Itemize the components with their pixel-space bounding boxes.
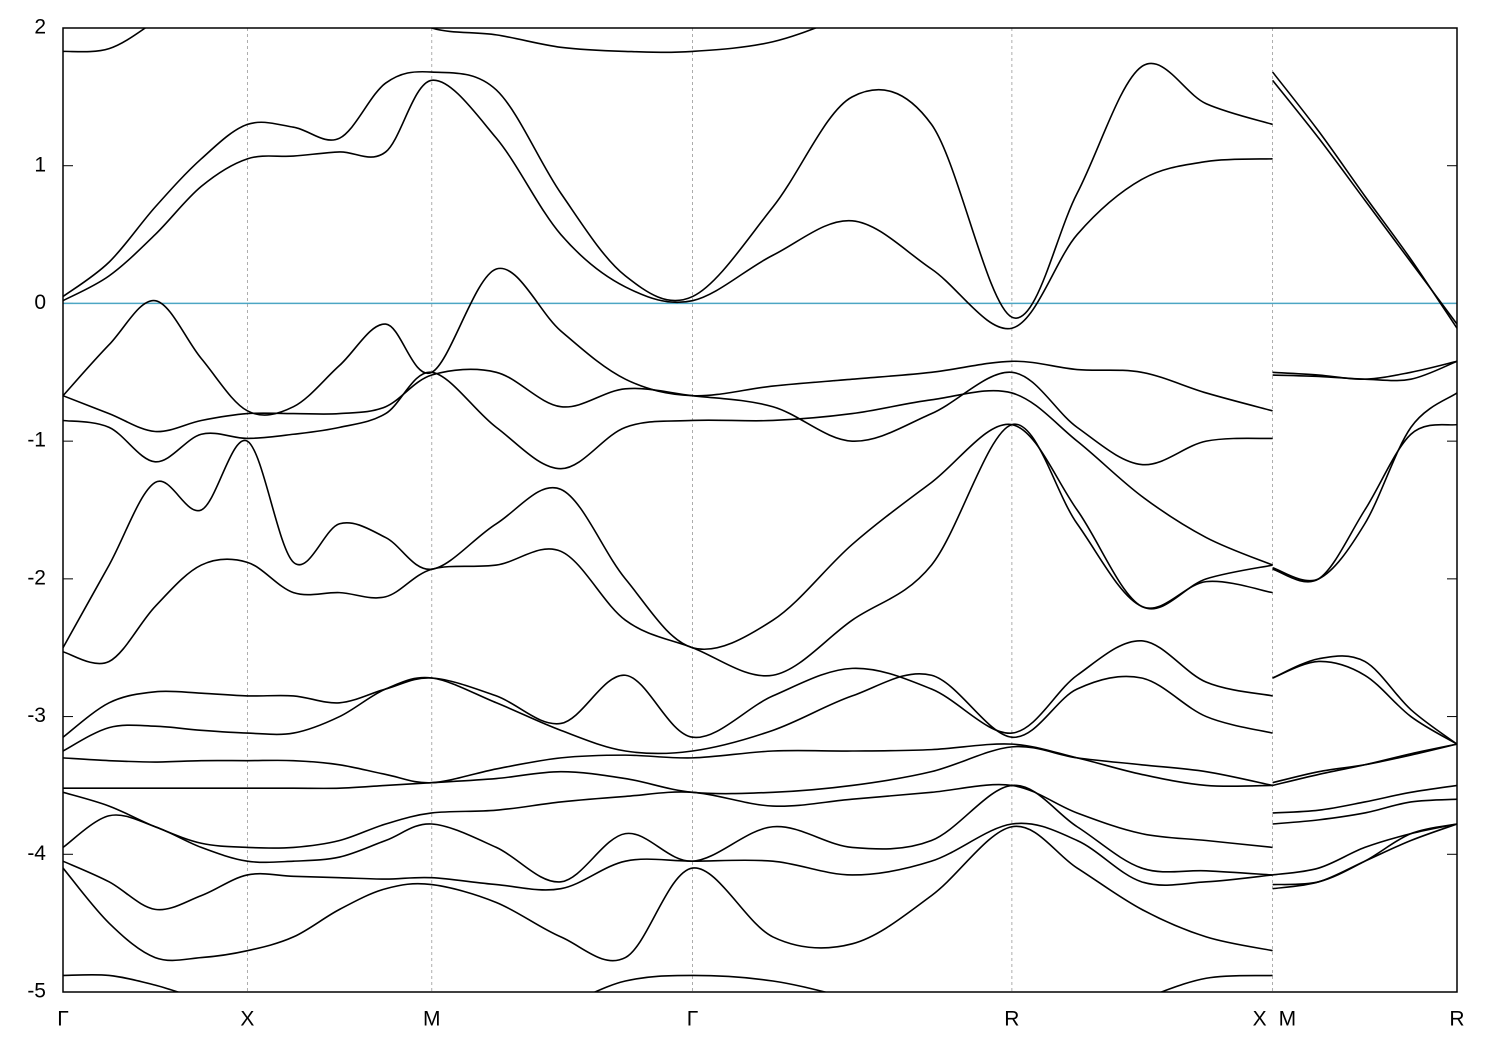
y-tick-label: -5 bbox=[27, 980, 46, 1003]
band-line bbox=[63, 79, 1273, 330]
x-tick-label: M bbox=[1279, 1008, 1297, 1031]
band-line bbox=[63, 745, 1273, 795]
band-line bbox=[1272, 823, 1457, 876]
band-line bbox=[63, 743, 1273, 788]
band-line bbox=[63, 784, 1273, 883]
x-tick-label: R bbox=[1449, 1008, 1464, 1031]
band-line bbox=[63, 368, 1273, 466]
band-line bbox=[1272, 660, 1457, 745]
band-line bbox=[63, 267, 1273, 416]
y-tick-label: 2 bbox=[34, 16, 46, 39]
band-line bbox=[63, 640, 1273, 739]
band-line bbox=[1272, 784, 1457, 814]
band-line bbox=[63, 673, 1273, 755]
band-line bbox=[1272, 798, 1457, 825]
band-line bbox=[63, 371, 1273, 566]
x-tick-label: Γ bbox=[57, 1008, 69, 1031]
band-line bbox=[1272, 823, 1457, 890]
x-tick-label: Γ bbox=[687, 1008, 699, 1031]
grid bbox=[63, 27, 1457, 993]
x-tick-label: M bbox=[423, 1008, 441, 1031]
band-line bbox=[1272, 360, 1457, 382]
band-line bbox=[1272, 423, 1457, 583]
band-line bbox=[63, 423, 1273, 677]
band-line bbox=[63, 783, 1273, 849]
y-tick-label: -2 bbox=[27, 566, 46, 589]
y-tick-label: 1 bbox=[34, 153, 46, 176]
band-line bbox=[1271, 71, 1457, 329]
band-line bbox=[1272, 392, 1457, 582]
band-line bbox=[63, 62, 1273, 319]
y-tick-label: -4 bbox=[27, 842, 46, 865]
x-tick-label: X bbox=[240, 1008, 254, 1031]
band-line bbox=[1272, 655, 1457, 745]
plot-frame bbox=[62, 27, 1458, 993]
band-line bbox=[63, 28, 818, 54]
band-line bbox=[63, 423, 1273, 650]
bands bbox=[63, 28, 1457, 992]
band-line bbox=[1272, 28, 1275, 29]
x-tick-label: R bbox=[1004, 1008, 1019, 1031]
y-tick-label: -1 bbox=[27, 429, 46, 452]
band-line bbox=[63, 825, 1273, 962]
x-tick-label: X bbox=[1253, 1008, 1267, 1031]
y-tick-label: -3 bbox=[27, 704, 46, 727]
band-line bbox=[63, 822, 1273, 911]
y-tick-label: 0 bbox=[34, 291, 46, 314]
band-line bbox=[1272, 743, 1457, 787]
